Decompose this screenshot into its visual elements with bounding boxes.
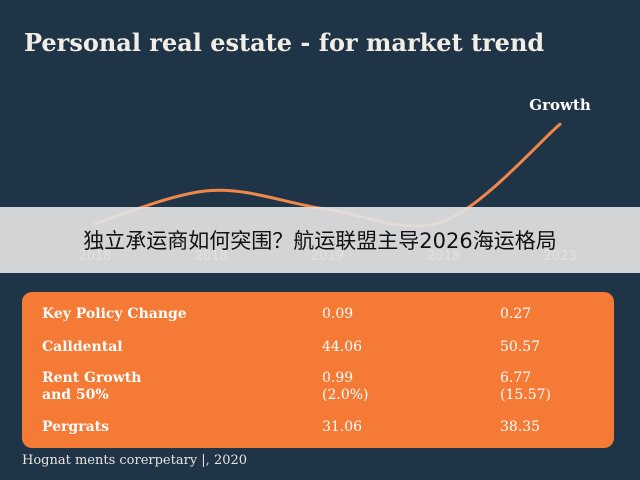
row-label: Rent Growth and 50%	[42, 370, 142, 403]
row-label: Key Policy Change	[42, 306, 187, 322]
overlay-text: 独立承运商如何突围？航运联盟主导2026海运格局	[83, 229, 557, 253]
chart-title: Personal real estate - for market trend	[24, 28, 545, 57]
series-labels: Growth	[529, 96, 591, 114]
row-value-2: 6.77 (15.57)	[500, 370, 552, 403]
series-label: Growth	[529, 96, 591, 114]
footer-note: Hognat ments corerpetary |, 2020	[22, 453, 248, 468]
row-value-2: 50.57	[500, 339, 541, 355]
row-value-1: 0.99 (2.0%)	[322, 370, 369, 403]
row-label: Calldental	[42, 339, 123, 355]
row-value-1: 0.09	[322, 306, 354, 322]
row-value-2: 38.35	[500, 419, 541, 435]
row-value-2: 0.27	[500, 306, 532, 322]
row-label: Pergrats	[42, 419, 110, 435]
row-value-1: 44.06	[322, 339, 363, 355]
row-value-1: 31.06	[322, 419, 363, 435]
data-table-panel: Key Policy Change 0.09 0.27 Calldental 4…	[22, 292, 614, 448]
caption-overlay: 独立承运商如何突围？航运联盟主导2026海运格局	[0, 207, 640, 273]
